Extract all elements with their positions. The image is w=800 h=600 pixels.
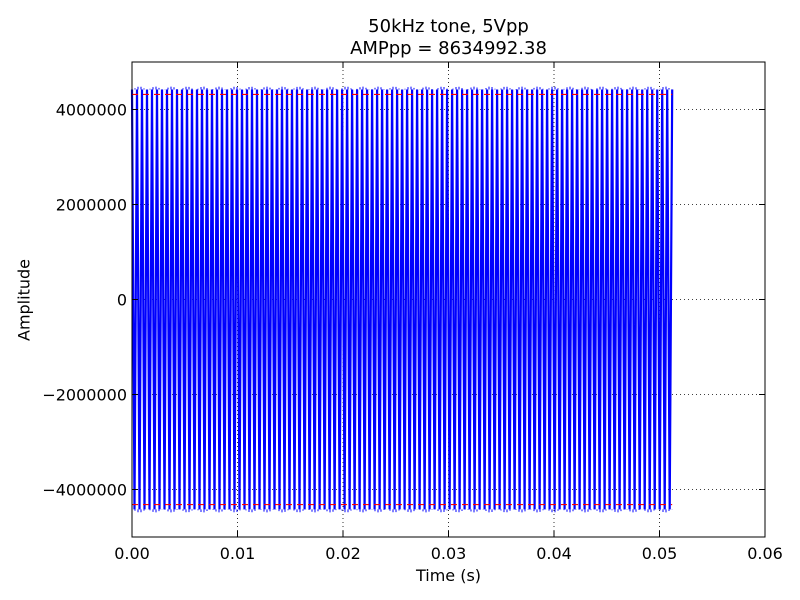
y-tick-label: 0 <box>117 291 127 310</box>
x-tick-label: 0.06 <box>747 544 783 563</box>
y-tick-label: 4000000 <box>56 101 127 120</box>
y-tick-label: −4000000 <box>42 481 127 500</box>
x-tick-label: 0.04 <box>536 544 572 563</box>
y-tick-label: −2000000 <box>42 386 127 405</box>
y-tick-label: 2000000 <box>56 196 127 215</box>
x-tick-label: 0.02 <box>325 544 361 563</box>
x-tick-label: 0.03 <box>431 544 467 563</box>
x-tick-label: 0.01 <box>220 544 256 563</box>
axis-ticks: 0.00 0.01 0.02 0.03 0.04 0.05 0.06 −4000000 −200… <box>42 62 783 563</box>
signal-line <box>130 89 674 510</box>
chart-title: 50kHz tone, 5Vpp <box>368 16 529 37</box>
y-axis-label: Amplitude <box>14 259 34 341</box>
chart-subtitle: AMPpp = 8634992.38 <box>350 38 547 59</box>
x-tick-label: 0.05 <box>642 544 678 563</box>
plot-series <box>130 86 674 513</box>
x-axis-label: Time (s) <box>415 566 482 585</box>
x-tick-label: 0.00 <box>114 544 150 563</box>
